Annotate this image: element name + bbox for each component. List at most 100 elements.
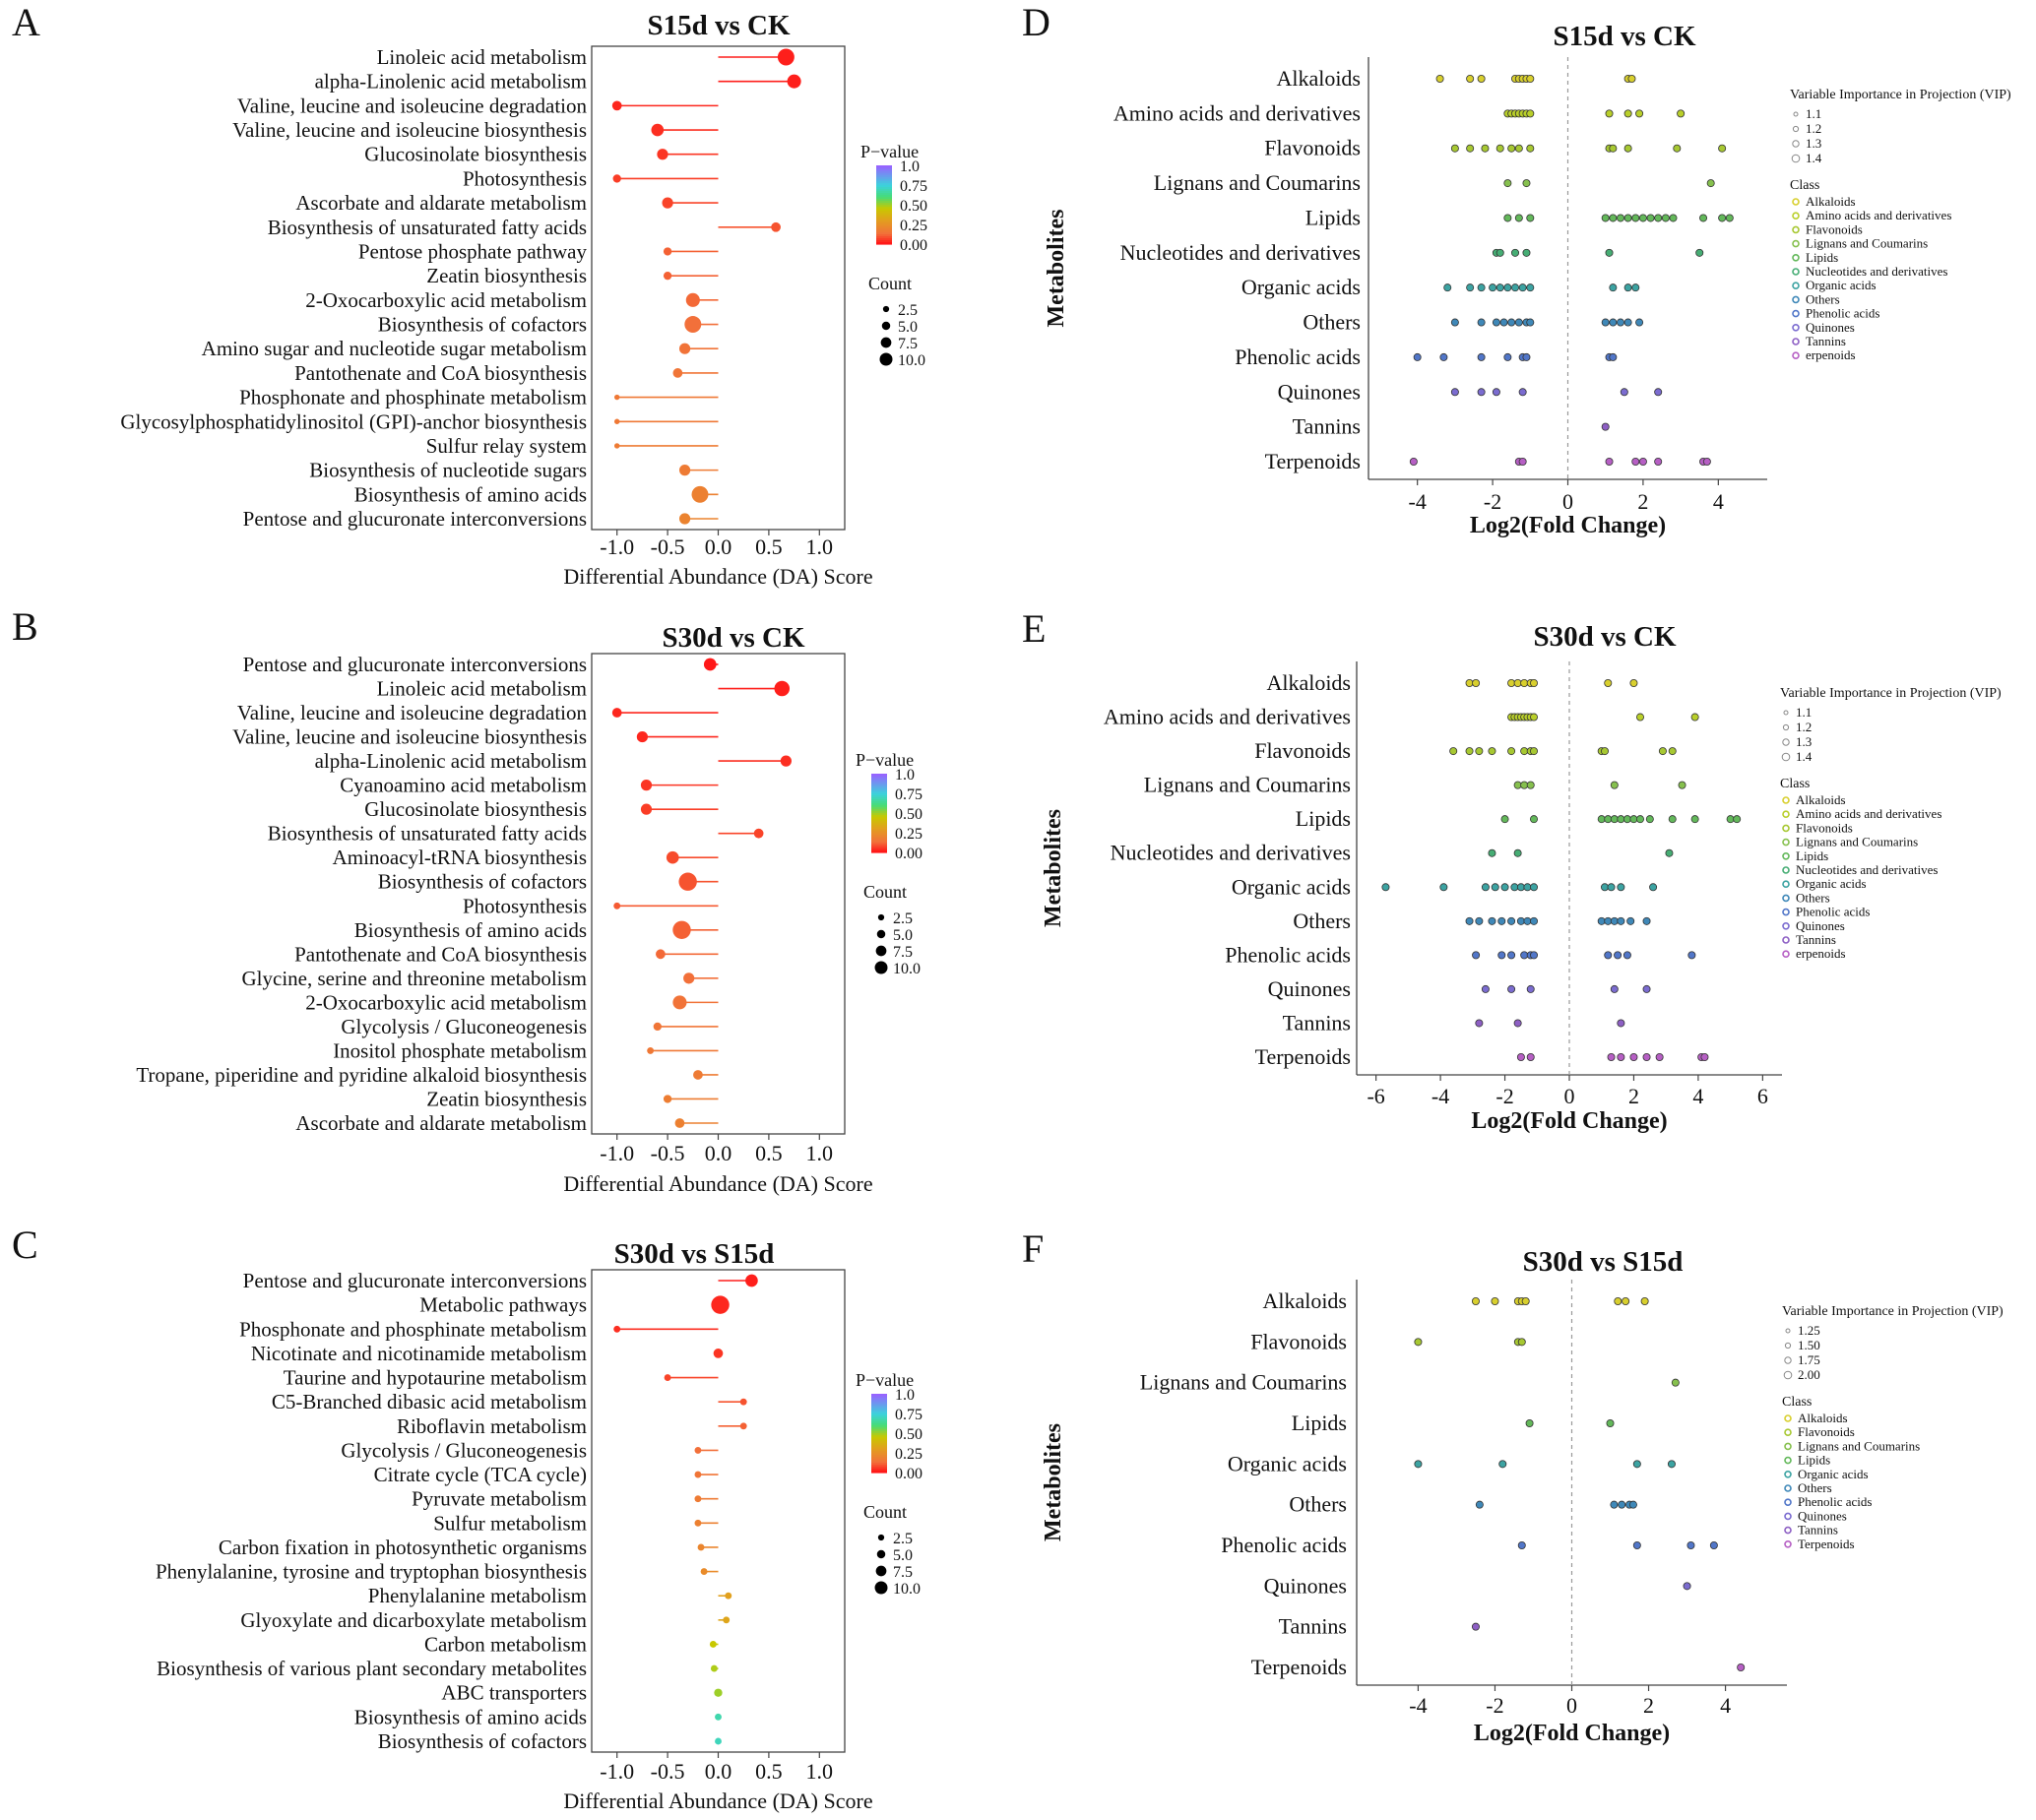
pathway-label: Pantothenate and CoA biosynthesis	[294, 942, 587, 966]
metabolite-point	[1609, 214, 1618, 222]
pathway-label: Pyruvate metabolism	[412, 1487, 587, 1511]
metabolite-point	[1530, 916, 1539, 925]
vip-legend-tick: 1.4	[1806, 151, 1822, 165]
pathway-label: Biosynthesis of nucleotide sugars	[309, 459, 587, 482]
lollipop-point	[700, 1568, 708, 1576]
metabolite-point	[1623, 109, 1632, 118]
category-label: Organic acids	[1241, 275, 1361, 299]
pathway-label: Citrate cycle (TCA cycle)	[374, 1463, 587, 1486]
count-legend-tick: 10.0	[893, 1581, 921, 1598]
class-legend-item: Phenolic acids	[1798, 1494, 1872, 1509]
pathway-label: Tropane, piperidine and pyridine alkaloi…	[136, 1063, 587, 1087]
pvalue-colorbar-segment	[876, 203, 892, 206]
pvalue-colorbar-segment	[876, 177, 892, 180]
x-tick-label: -1.0	[600, 1141, 634, 1165]
x-axis-label: Log2(Fold Change)	[1471, 1108, 1667, 1134]
count-legend-dot	[876, 1549, 886, 1559]
pvalue-legend-title: P−value	[856, 1370, 914, 1390]
class-legend-dot	[1784, 1456, 1792, 1465]
pvalue-colorbar-segment	[876, 242, 892, 245]
pvalue-colorbar-segment	[871, 784, 887, 786]
vip-legend-dot	[1793, 111, 1799, 117]
metabolite-point	[1668, 815, 1677, 824]
metabolite-point	[1649, 883, 1658, 892]
metabolite-point	[1481, 984, 1490, 993]
pathway-label: Amino sugar and nucleotide sugar metabol…	[202, 337, 587, 360]
pathway-label: Ascorbate and aldarate metabolism	[295, 1111, 587, 1135]
metabolite-point	[1646, 214, 1655, 222]
lollipop-point	[663, 1095, 672, 1103]
pathway-label: Sulfur metabolism	[433, 1511, 587, 1535]
metabolite-point	[1706, 179, 1715, 188]
metabolite-point	[1477, 388, 1486, 397]
metabolite-point	[1450, 388, 1459, 397]
pathway-label: Inositol phosphate metabolism	[333, 1038, 587, 1062]
vip-legend-tick: 1.2	[1806, 121, 1821, 136]
pathway-label: Cyanoamino acid metabolism	[340, 774, 587, 797]
metabolite-point	[1617, 1019, 1625, 1028]
class-legend-item: Quinones	[1806, 320, 1855, 335]
lollipop-point	[672, 920, 691, 939]
pvalue-colorbar-segment	[871, 845, 887, 847]
pvalue-legend-title: P−value	[860, 142, 919, 161]
metabolite-point	[1514, 318, 1523, 327]
metabolite-point	[1622, 1297, 1630, 1306]
pathway-label: alpha-Linolenic acid metabolism	[315, 70, 587, 94]
metabolite-point	[1525, 1419, 1534, 1428]
class-legend-dot	[1782, 936, 1790, 944]
metabolite-point	[1636, 815, 1645, 824]
class-legend-item: Quinones	[1798, 1508, 1847, 1523]
metabolite-point	[1526, 283, 1535, 292]
pvalue-colorbar-segment	[876, 232, 892, 235]
x-axis-label: Differential Abundance (DA) Score	[563, 564, 872, 589]
pvalue-colorbar-segment	[871, 1435, 887, 1438]
metabolite-point	[1526, 984, 1535, 993]
lollipop-point	[787, 74, 801, 89]
pvalue-colorbar-segment	[871, 1427, 887, 1430]
category-label: Lignans and Coumarins	[1144, 773, 1351, 797]
count-legend-title: Count	[863, 1502, 907, 1522]
pvalue-colorbar-segment	[876, 211, 892, 214]
class-legend-dot	[1792, 338, 1800, 345]
pvalue-colorbar-segment	[871, 1412, 887, 1414]
metabolite-point	[1631, 214, 1640, 222]
lollipop-point	[657, 149, 668, 160]
pvalue-colorbar-segment	[876, 165, 892, 168]
metabolite-point	[1475, 1500, 1484, 1509]
metabolite-point	[1488, 916, 1496, 925]
class-legend-item: Phenolic acids	[1806, 306, 1879, 321]
metabolite-point	[1597, 815, 1606, 824]
metabolite-point	[1414, 1460, 1423, 1469]
metabolite-point	[1610, 1500, 1619, 1509]
pathway-label: Sulfur relay system	[426, 434, 587, 458]
lollipop-point	[613, 394, 620, 401]
metabolite-point	[1635, 109, 1644, 118]
pvalue-colorbar-segment	[876, 193, 892, 196]
category-label: Alkaloids	[1276, 66, 1361, 91]
metabolite-point	[1638, 457, 1647, 466]
class-legend-item: Flavonoids	[1806, 221, 1863, 236]
metabolite-point	[1507, 951, 1516, 960]
pvalue-colorbar-segment	[871, 819, 887, 822]
metabolite-point	[1439, 352, 1448, 361]
pvalue-colorbar-segment	[871, 795, 887, 798]
class-legend-dot	[1784, 1442, 1792, 1451]
count-legend-dot	[875, 1565, 887, 1577]
count-legend-tick: 2.5	[893, 910, 913, 927]
pvalue-colorbar-segment	[871, 1433, 887, 1436]
pathway-label: Valine, leucine and isoleucine degradati…	[237, 701, 588, 724]
metabolite-point	[1523, 883, 1532, 892]
metabolite-point	[1443, 283, 1452, 292]
metabolite-point	[1517, 1338, 1526, 1347]
pvalue-legend-title: P−value	[856, 750, 914, 770]
pathway-label: Pentose and glucuronate interconversions	[243, 507, 587, 531]
metabolite-point	[1381, 883, 1390, 892]
metabolite-point	[1477, 352, 1486, 361]
pvalue-legend-tick: 0.50	[895, 1426, 923, 1443]
lollipop-point	[613, 443, 620, 449]
x-tick-label: 0.0	[705, 1759, 732, 1784]
class-legend-item: Others	[1806, 291, 1840, 306]
class-legend-item: Lipids	[1798, 1453, 1830, 1468]
metabolite-point	[1718, 144, 1727, 153]
pathway-label: Biosynthesis of cofactors	[378, 1729, 587, 1753]
